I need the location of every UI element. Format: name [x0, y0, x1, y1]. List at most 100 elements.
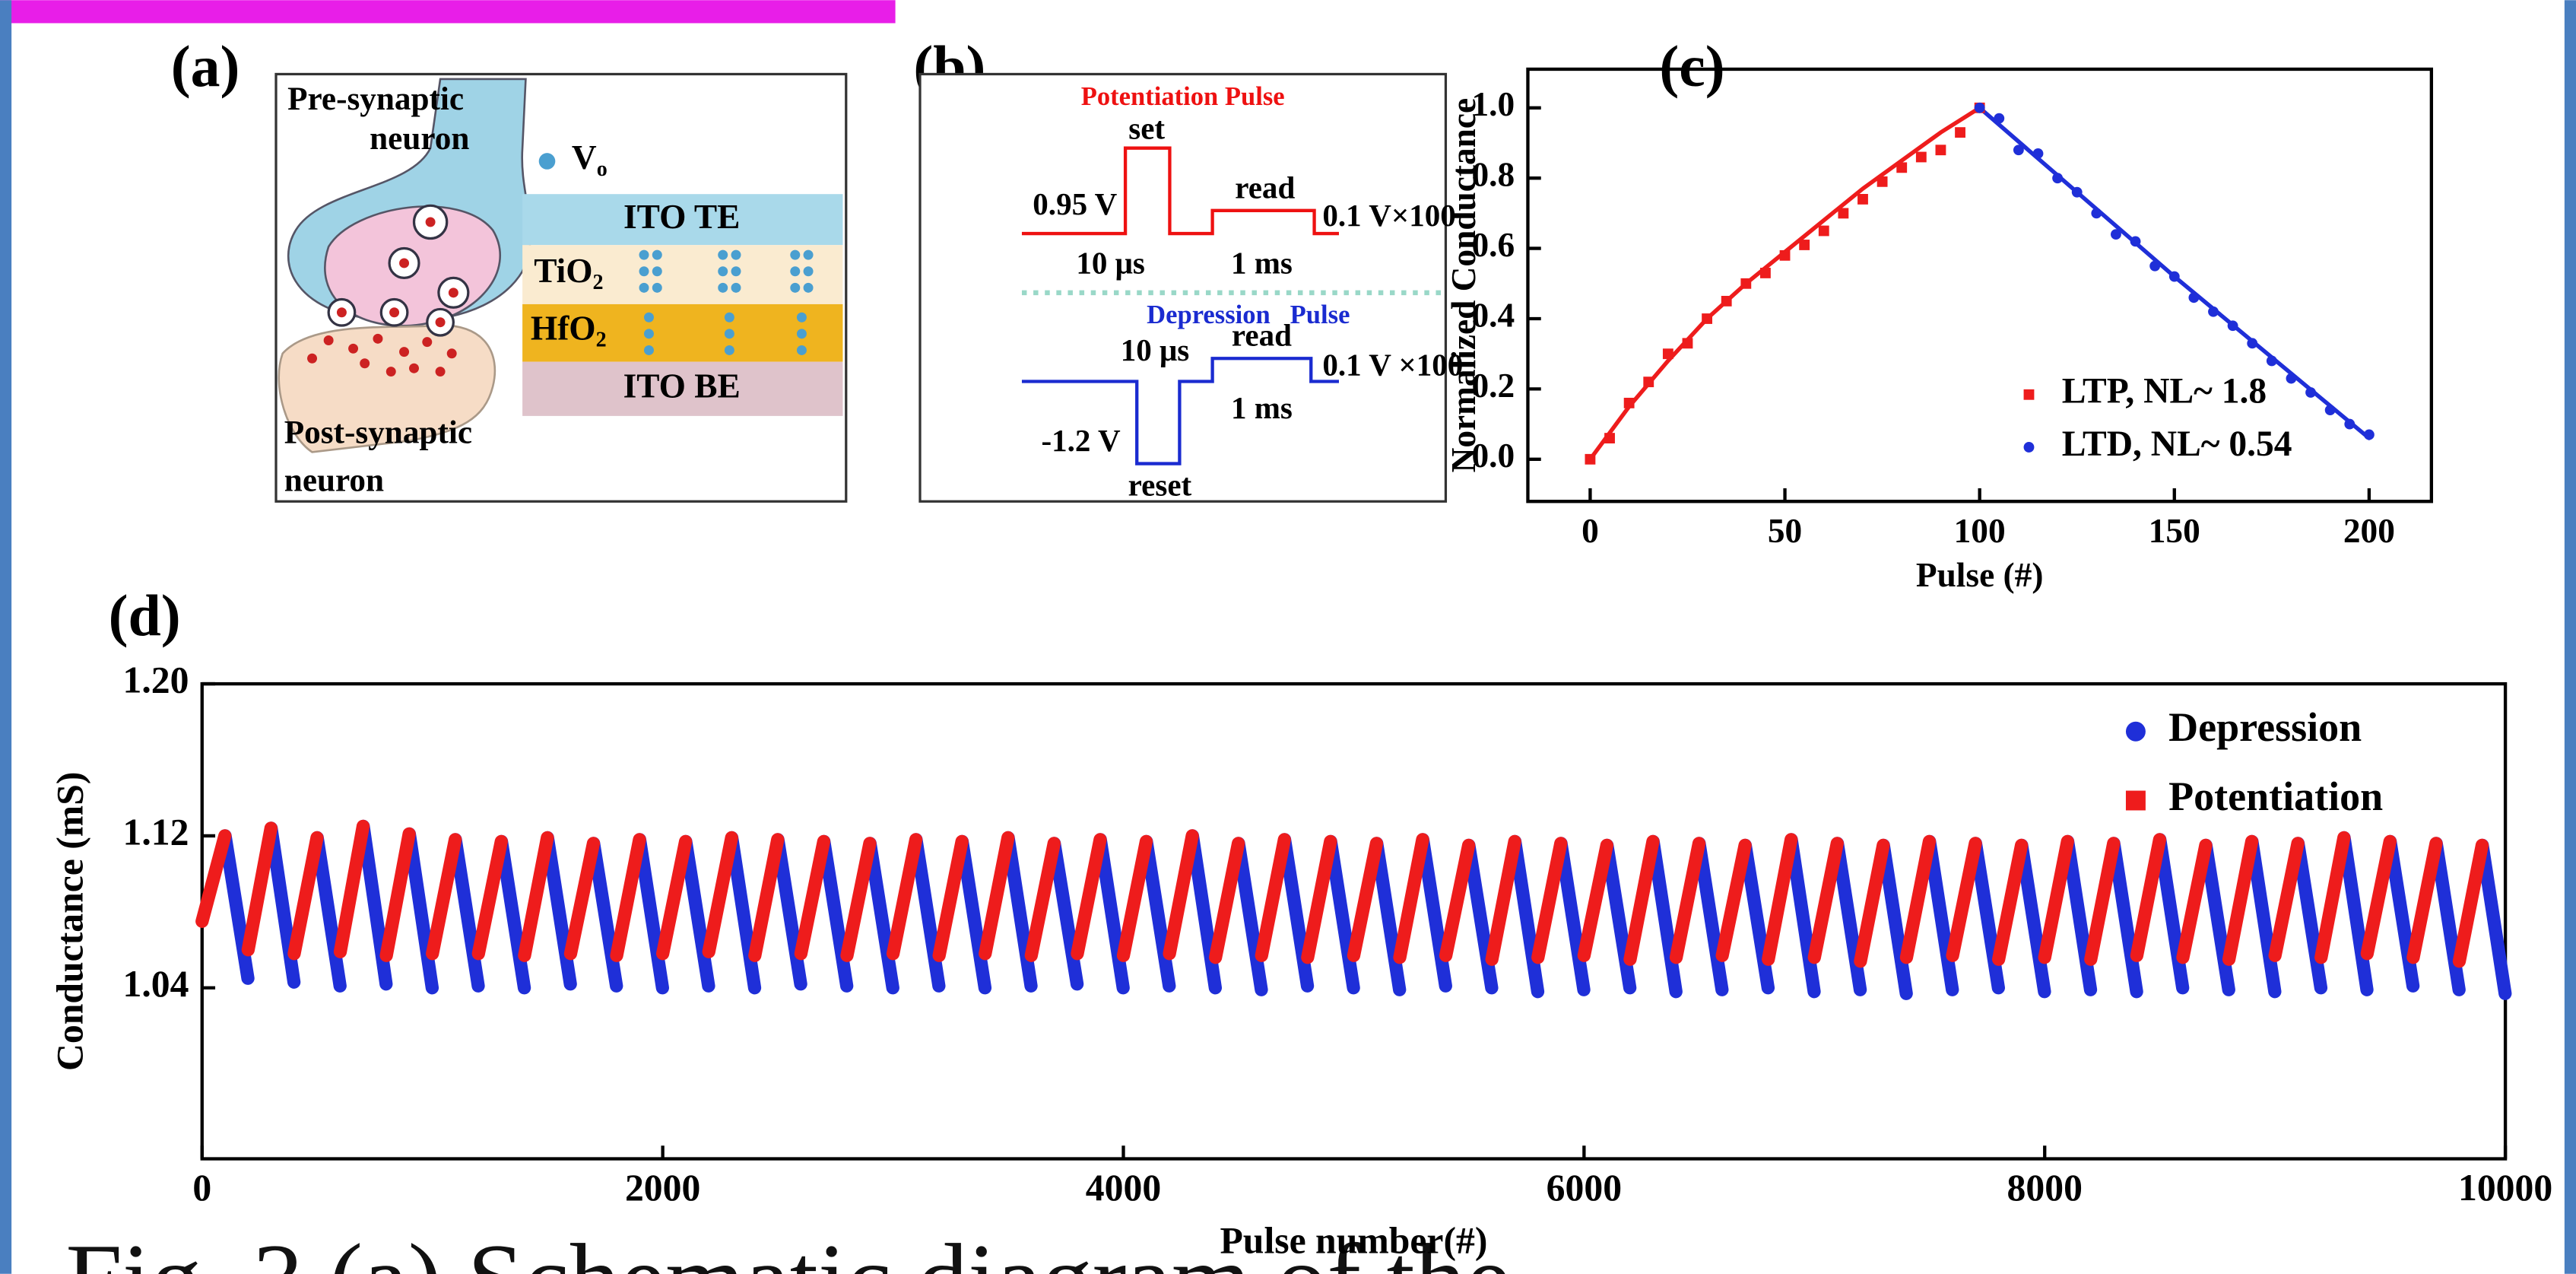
marker: [1896, 162, 1908, 173]
legend-label: Depression: [2168, 704, 2362, 750]
pulse-text: 1 ms: [1231, 246, 1293, 281]
marker: [1838, 208, 1849, 219]
legend-marker: [2023, 442, 2035, 453]
vacancy-dot: [538, 153, 556, 170]
y-tick-label: 0.6: [1471, 226, 1515, 264]
post-synaptic-neuron: [278, 324, 496, 453]
pulse-text: 10 μs: [1121, 332, 1190, 367]
pulse-text: 1 ms: [1231, 390, 1293, 425]
layer-sub: 2: [596, 329, 607, 352]
x-tick-label: 10000: [2458, 1167, 2552, 1209]
pulse-text: 10 μs: [1076, 246, 1145, 281]
marker: [2111, 229, 2121, 240]
x-axis-title: Pulse number(#): [1220, 1219, 1487, 1261]
legend-label: LTP, NL~ 1.8: [2062, 372, 2267, 411]
x-tick-label: 4000: [1086, 1167, 1161, 1209]
post-label: Post-synaptic: [284, 415, 472, 451]
post-label: neuron: [284, 462, 384, 498]
marker: [1799, 240, 1810, 250]
legend-marker: [2125, 790, 2146, 811]
layer-ito-te: [522, 194, 843, 246]
marker: [2071, 186, 2083, 198]
y-axis-title: Conductance (mS): [49, 772, 91, 1071]
marker: [1604, 433, 1615, 443]
depression-waveform: [1021, 357, 1339, 465]
layer-label: ITO TE: [623, 198, 740, 236]
marker: [1915, 151, 1927, 163]
left-edge: [0, 0, 12, 1274]
panel-b: (b) Potentiation Pulse set 0.95 V read 1…: [913, 33, 1463, 503]
y-tick-label: 1.12: [123, 811, 189, 853]
y-axis-title: Normalized Conductance: [1445, 98, 1483, 473]
marker: [2247, 338, 2258, 349]
x-tick-label: 6000: [1547, 1167, 1622, 1209]
marker: [1643, 376, 1654, 388]
pulse-text: reset: [1128, 467, 1192, 502]
x-tick-label: 2000: [625, 1167, 700, 1209]
panel-label: (a): [171, 33, 240, 99]
y-tick-label: 1.20: [123, 659, 189, 701]
marker: [1779, 249, 1791, 261]
legend-label: LTD, NL~ 0.54: [2062, 424, 2292, 464]
marker: [1876, 176, 1888, 187]
marker: [2286, 373, 2297, 384]
potentiation-waveform: [1021, 146, 1339, 236]
y-tick-label: 0.4: [1471, 296, 1515, 334]
x-tick-label: 200: [2343, 512, 2395, 550]
layer-hfo2: [522, 303, 843, 362]
marker: [2052, 173, 2064, 184]
pulse-text: set: [1128, 111, 1165, 146]
marker: [1585, 453, 1596, 465]
layer-ito-be: [522, 361, 843, 416]
marker: [2324, 405, 2336, 416]
series-line: [195, 819, 2489, 968]
pulse-text: -1.2 V: [1041, 423, 1120, 458]
layer-sub: 2: [593, 271, 604, 294]
marker: [1721, 295, 1732, 307]
marker: [1623, 397, 1635, 408]
marker: [2208, 306, 2219, 317]
legend-marker: [2023, 389, 2035, 400]
caption: Fig. 3 (a) Schematic diagram of the: [65, 1223, 1511, 1274]
layer-text: TiO: [534, 252, 592, 290]
marker: [2032, 148, 2044, 159]
vacancy-text: V: [572, 138, 597, 176]
layer-text: HfO: [531, 310, 596, 348]
y-tick-label: 1.04: [123, 963, 189, 1005]
marker: [2013, 145, 2024, 156]
vacancy-columns: [639, 249, 814, 355]
marker: [1818, 225, 1829, 237]
pulse-text: 0.1 V×100: [1322, 198, 1455, 233]
layer-tio2: [522, 245, 843, 304]
chart: (c) 0 50 100 150 200 0.0 0.2 0.4 0.6 0.8 1.0 Pulse (…: [1445, 33, 2434, 594]
marker: [2149, 260, 2161, 272]
pulse-text: read: [1235, 170, 1295, 205]
marker: [2266, 355, 2277, 367]
marker: [2344, 418, 2356, 430]
vacancy-sub: o: [597, 157, 608, 181]
marker: [1740, 278, 1752, 289]
pulse-text: 0.95 V: [1033, 186, 1117, 221]
y-tick-label: 0.8: [1471, 156, 1515, 194]
marker: [2168, 271, 2180, 282]
legend-marker: [2125, 721, 2146, 742]
x-tick-label: 0: [192, 1167, 211, 1209]
pre-label: neuron: [370, 120, 469, 157]
depression-title: Depression Pulse: [1147, 300, 1350, 329]
legend-label: Potentiation: [2168, 774, 2383, 819]
marker: [1760, 268, 1771, 278]
neurotransmitters: [307, 217, 458, 377]
marker: [1702, 313, 1713, 324]
layer-label: ITO BE: [623, 367, 741, 405]
y-tick-label: 1.0: [1471, 85, 1515, 123]
vacancy-label: Vo: [572, 138, 608, 181]
marker: [1662, 348, 1673, 360]
marker: [1994, 113, 2005, 124]
layer-label: TiO2: [534, 252, 603, 294]
marker: [2227, 320, 2238, 332]
layer-label: HfO2: [531, 310, 607, 352]
right-edge: [2564, 0, 2576, 1274]
marker: [1682, 338, 1693, 349]
